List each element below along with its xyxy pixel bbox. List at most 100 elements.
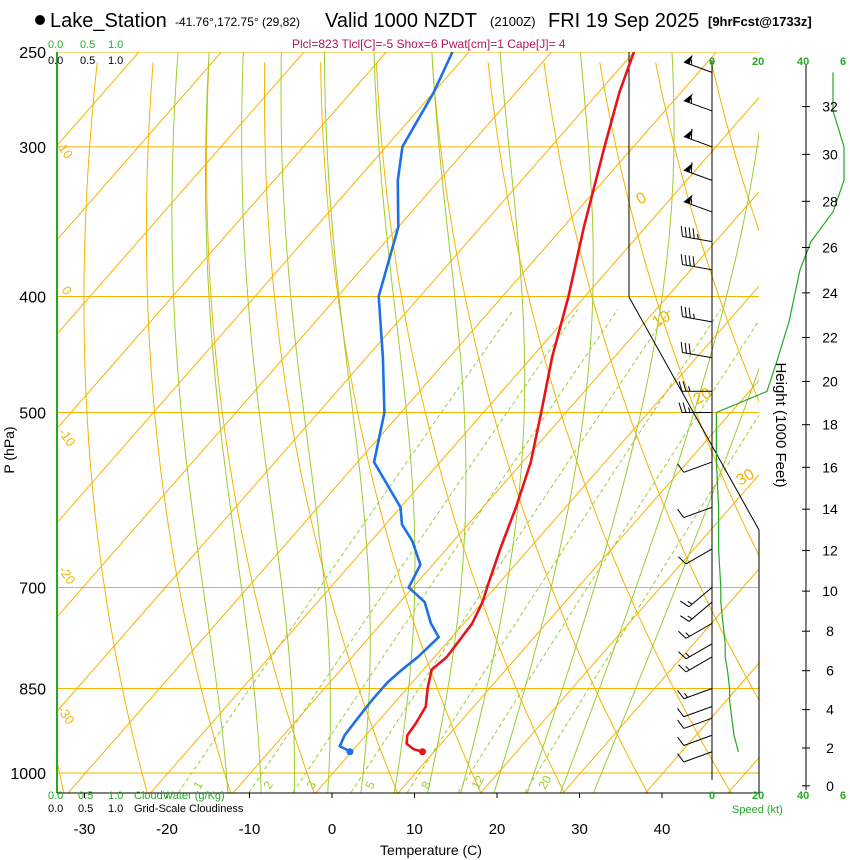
valid-utc: (2100Z) <box>490 14 536 29</box>
moist-adiabat-2 <box>280 52 331 793</box>
isotherm--30 <box>67 52 717 793</box>
pressure-tick-300: 300 <box>19 140 46 157</box>
speed-tick-6: 6 <box>840 790 846 802</box>
isotherm--90 <box>57 52 222 241</box>
isotherm-30 <box>562 568 759 793</box>
moist-adiabat--6 <box>205 52 262 793</box>
temp-tick--30: -30 <box>74 821 96 838</box>
dry-adiabat-310 <box>431 62 649 793</box>
wind-barb-360 <box>680 226 713 243</box>
wind-barb-flag <box>678 664 687 673</box>
top-cloudiness-tick-0: 0.0 <box>48 55 63 67</box>
wind-barb-flag <box>684 254 687 266</box>
speed-tick-0: 0 <box>709 790 715 802</box>
height-axis-label: Height (1000 Feet) <box>772 362 789 487</box>
height-tick-0: 0 <box>826 778 834 794</box>
dewpoint-surface-point <box>346 748 354 756</box>
wind-barb-flag <box>690 128 693 140</box>
mix-label-3: 3 <box>303 778 319 791</box>
isotherm--80 <box>57 52 305 335</box>
wind-barb-flag <box>682 381 687 392</box>
wind-barb-960 <box>677 751 713 763</box>
wind-barb-720 <box>680 601 713 622</box>
wind-barb-flag <box>692 256 695 267</box>
cloudiness-tick-1: 0.5 <box>78 803 93 815</box>
wind-barb-pennant <box>683 194 693 204</box>
height-tick-2: 2 <box>826 740 834 756</box>
wind-barb-800 <box>678 656 713 673</box>
wind-barb-380 <box>680 254 713 271</box>
wind-barb-staff <box>688 587 713 608</box>
wind-speed-profile <box>715 72 845 752</box>
wind-barb-flag <box>678 402 683 413</box>
cloudiness-tick-2: 1.0 <box>108 803 123 815</box>
mix-label-12: 12 <box>468 773 487 792</box>
cloudwater-label: CloudWater (g/Kg) <box>134 790 225 802</box>
pressure-tick-500: 500 <box>19 406 46 423</box>
height-tick-18: 18 <box>822 417 838 433</box>
wind-speed-axis: 0 20 40 6 Speed (kt) <box>709 790 846 816</box>
wind-barb-flag <box>677 736 685 746</box>
wind-barb-staff <box>683 706 713 718</box>
speed-top-tick-20: 20 <box>752 56 764 68</box>
height-tick-12: 12 <box>822 542 838 558</box>
pressure-tick-1000: 1000 <box>10 766 46 783</box>
isotherm--40 <box>57 52 635 713</box>
temp-tick--20: -20 <box>156 821 178 838</box>
top-cloudwater-tick-0: 0.0 <box>48 39 63 51</box>
wind-barb-half-flag <box>684 692 688 698</box>
temp-tick-0: 0 <box>328 821 336 838</box>
wind-barb-staff <box>683 688 713 700</box>
cloudiness-label: Grid-Scale Cloudiness <box>134 803 244 815</box>
wind-barb-flag <box>678 651 687 660</box>
wind-barb-flag <box>678 556 687 565</box>
mixing-ratio-20 <box>524 414 759 793</box>
wind-barb-flag <box>680 342 683 353</box>
speed-tick-20: 20 <box>752 790 764 802</box>
forecast-label: [9hrFcst@1733z] <box>708 14 812 29</box>
temp-tick-30: 30 <box>571 821 588 838</box>
cloudwater-tick-0: 0.0 <box>48 790 63 802</box>
wind-barbs <box>677 54 713 763</box>
dewpoint-line <box>338 52 454 753</box>
moist-adiabat-6 <box>324 52 371 793</box>
left-label-minus30: -30 <box>55 703 78 727</box>
wind-barb-half-flag <box>685 652 690 658</box>
moist-adiabat--10 <box>171 52 229 793</box>
pressure-tick-400: 400 <box>19 289 46 306</box>
wind-barb-flag <box>677 719 685 729</box>
wind-barb-flag <box>677 508 685 518</box>
speed-top-tick-40: 40 <box>797 56 809 68</box>
wind-barb-600 <box>677 506 713 519</box>
temperature-line <box>405 52 636 754</box>
isotherm-label-10: 10 <box>650 308 674 332</box>
mixing-ratio-8 <box>406 309 722 793</box>
top-cloudwater-tick-1: 0.5 <box>80 39 95 51</box>
temperature-axis-label: Temperature (C) <box>380 842 482 858</box>
mix-label-8: 8 <box>418 778 434 791</box>
wind-barb-pennant <box>683 129 693 139</box>
wind-barb-880 <box>677 706 713 718</box>
wind-barb-320 <box>683 162 713 181</box>
wind-barb-930 <box>677 734 713 746</box>
isotherm-label-30: 30 <box>734 466 758 490</box>
wind-barb-700 <box>680 587 713 608</box>
wind-barb-staff <box>688 601 713 622</box>
wind-barb-flag <box>682 402 687 413</box>
wind-barb-flag <box>690 162 693 173</box>
left-label-0: 0 <box>59 283 75 298</box>
sounding-indices: Plcl=823 Tlcl[C]=-5 Shox=6 Pwat[cm]=1 Ca… <box>292 37 566 51</box>
height-tick-16: 16 <box>822 459 838 475</box>
isotherm-0 <box>314 285 759 793</box>
mixing-ratio-2 <box>248 309 579 793</box>
isotherm-label-20: 20 <box>691 385 715 409</box>
wind-barb-staff <box>683 734 713 746</box>
isotherm--60 <box>57 52 470 524</box>
isotherm--50 <box>57 52 552 618</box>
dry-adiabat-300 <box>375 62 565 793</box>
moist-adiabat-26 <box>526 52 675 793</box>
wind-barb-staff <box>683 751 713 763</box>
height-tick-30: 30 <box>822 146 838 162</box>
wind-barb-pennant <box>683 54 693 65</box>
wind-barb-450 <box>680 342 713 359</box>
